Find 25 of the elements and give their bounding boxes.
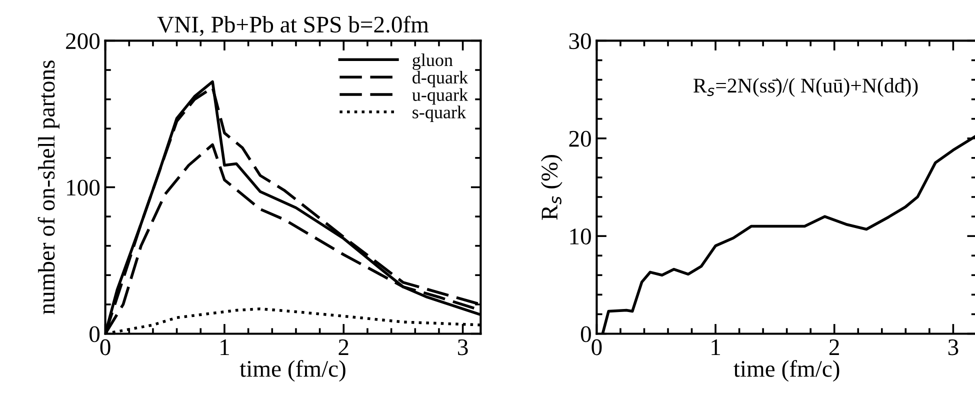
x-tick-label: 0 (100, 339, 110, 356)
x-tick-label: 1 (220, 339, 229, 355)
x-tick-label: 3 (458, 339, 468, 356)
x-tick-label: 3 (948, 339, 958, 356)
y-axis-title: number of on-shell partons (38, 60, 60, 314)
y-tick-label: 0 (90, 326, 100, 342)
y-tick-label: 30 (569, 33, 591, 50)
legend-label: gluon (412, 53, 453, 70)
legend-label: d-quark (412, 70, 468, 88)
y-tick-label: 20 (569, 130, 591, 147)
y-tick-label: 10 (570, 228, 591, 244)
y-tick-label: 100 (67, 180, 100, 196)
x-axis-title: time (fm/c) (734, 360, 840, 382)
y-tick-label: 0 (580, 326, 591, 342)
y-tick-label: 200 (66, 33, 100, 50)
annotation: R$_{s}$=2N(ss̄)/( N(uū)+N(dd̄)) (694, 78, 918, 97)
x-tick-label: 2 (829, 339, 839, 355)
x-tick-label: 0 (592, 339, 602, 356)
legend-label: u-quark (412, 88, 468, 105)
legend-label: s-quark (412, 106, 466, 122)
x-tick-label: 2 (338, 339, 348, 355)
x-axis-title: time (fm/c) (240, 360, 346, 382)
x-tick-label: 1 (712, 339, 720, 355)
y-axis-title: R$_{s}$ (%) (540, 155, 562, 220)
chart-title: VNI, Pb+Pb at SPS b=2.0fm (157, 16, 429, 36)
